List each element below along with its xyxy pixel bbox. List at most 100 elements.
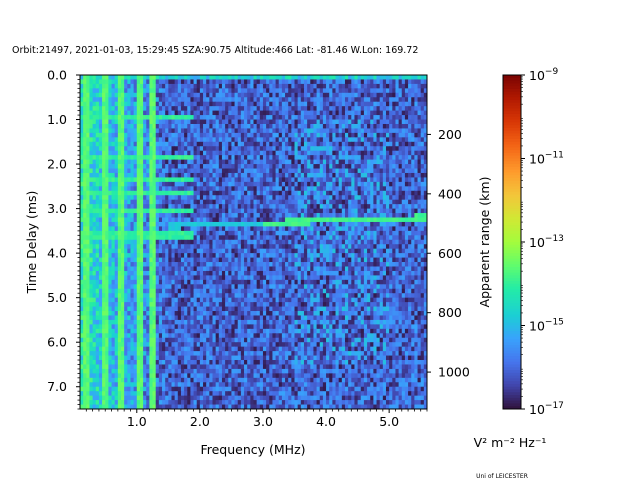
heatmap-cell xyxy=(303,235,308,241)
heatmap-cell xyxy=(152,253,157,258)
heatmap-cell xyxy=(357,226,362,232)
heatmap-cell xyxy=(316,235,321,241)
heatmap-cell xyxy=(244,150,248,156)
heatmap-cell xyxy=(225,97,229,103)
heatmap-cell xyxy=(174,83,179,89)
heatmap-cell xyxy=(124,150,128,156)
heatmap-cell xyxy=(80,88,84,94)
heatmap-cell xyxy=(266,106,270,112)
heatmap-cell xyxy=(401,262,406,267)
heatmap-cell xyxy=(382,155,387,161)
heatmap-cell xyxy=(92,270,97,276)
heatmap-cell xyxy=(326,230,330,236)
heatmap-cell xyxy=(180,83,185,89)
heatmap-cell xyxy=(237,110,242,116)
heatmap-cell xyxy=(108,266,112,272)
heatmap-cell xyxy=(127,235,131,241)
heatmap-cell xyxy=(288,110,292,116)
heatmap-cell xyxy=(262,128,267,134)
heatmap-cell xyxy=(373,262,377,267)
heatmap-cell xyxy=(121,79,125,85)
heatmap-cell xyxy=(269,128,273,134)
heatmap-cell xyxy=(193,270,198,276)
heatmap-cell xyxy=(414,164,418,169)
heatmap-cell xyxy=(408,177,412,183)
heatmap-cell xyxy=(357,79,362,85)
heatmap-cell xyxy=(420,159,425,165)
heatmap-cell xyxy=(117,262,122,267)
heatmap-cell xyxy=(373,266,377,272)
heatmap-cell xyxy=(360,79,365,85)
heatmap-cell xyxy=(108,106,112,112)
heatmap-cell xyxy=(262,150,267,156)
heatmap-cell xyxy=(95,244,100,250)
heatmap-cell xyxy=(95,235,100,241)
heatmap-cell xyxy=(146,106,150,112)
heatmap-cell xyxy=(152,168,157,174)
heatmap-cell xyxy=(408,119,412,125)
heatmap-cell xyxy=(360,88,365,94)
heatmap-cell xyxy=(127,110,131,116)
heatmap-cell xyxy=(382,226,387,232)
heatmap-cell xyxy=(102,226,106,232)
heatmap-cell xyxy=(86,186,90,192)
heatmap-cell xyxy=(297,190,302,196)
heatmap-cell xyxy=(401,92,406,98)
heatmap-cell xyxy=(404,132,409,138)
heatmap-cell xyxy=(174,226,179,232)
heatmap-cell xyxy=(297,204,302,209)
heatmap-cell xyxy=(329,204,333,209)
heatmap-cell xyxy=(385,168,390,174)
heatmap-cell xyxy=(149,101,153,107)
heatmap-cell xyxy=(136,257,141,263)
heatmap-cell xyxy=(259,115,264,120)
heatmap-cell xyxy=(127,101,131,107)
heatmap-cell xyxy=(382,150,387,156)
heatmap-cell xyxy=(225,92,229,98)
heatmap-cell xyxy=(281,128,286,134)
heatmap-cell xyxy=(124,97,128,103)
heatmap-cell xyxy=(256,248,261,254)
heatmap-cell xyxy=(168,92,172,98)
heatmap-cell xyxy=(278,226,283,232)
heatmap-cell xyxy=(408,101,412,107)
heatmap-cell xyxy=(379,79,384,85)
heatmap-cell xyxy=(319,213,324,218)
heatmap-cell xyxy=(307,230,311,236)
heatmap-cell xyxy=(376,164,381,169)
heatmap-cell xyxy=(319,164,324,169)
heatmap-cell xyxy=(344,119,349,125)
heatmap-cell xyxy=(329,92,333,98)
heatmap-cell xyxy=(95,92,100,98)
heatmap-cell xyxy=(196,244,201,250)
heatmap-cell xyxy=(379,199,384,205)
heatmap-cell xyxy=(187,275,191,281)
heatmap-cell xyxy=(149,155,153,161)
heatmap-cell xyxy=(278,217,283,223)
heatmap-cell xyxy=(288,177,292,183)
heatmap-cell xyxy=(231,88,235,94)
heatmap-cell xyxy=(348,150,352,156)
heatmap-cell xyxy=(259,262,264,267)
heatmap-cell xyxy=(111,199,116,205)
heatmap-cell xyxy=(237,213,242,218)
heatmap-cell xyxy=(143,150,147,156)
heatmap-cell xyxy=(190,262,194,267)
heatmap-cell xyxy=(385,88,390,94)
heatmap-cell xyxy=(332,235,336,241)
heatmap-cell xyxy=(303,217,308,223)
heatmap-cell xyxy=(152,88,157,94)
heatmap-cell xyxy=(344,128,349,134)
heatmap-cell xyxy=(272,248,276,254)
heatmap-cell xyxy=(326,97,330,103)
heatmap-cell xyxy=(411,208,415,214)
heatmap-cell xyxy=(212,275,217,281)
heatmap-cell xyxy=(344,239,349,245)
heatmap-cell xyxy=(89,150,94,156)
heatmap-cell xyxy=(111,266,116,272)
heatmap-cell xyxy=(319,141,324,147)
heatmap-cell xyxy=(196,226,201,232)
heatmap-cell xyxy=(332,213,336,218)
heatmap-cell xyxy=(250,257,254,263)
